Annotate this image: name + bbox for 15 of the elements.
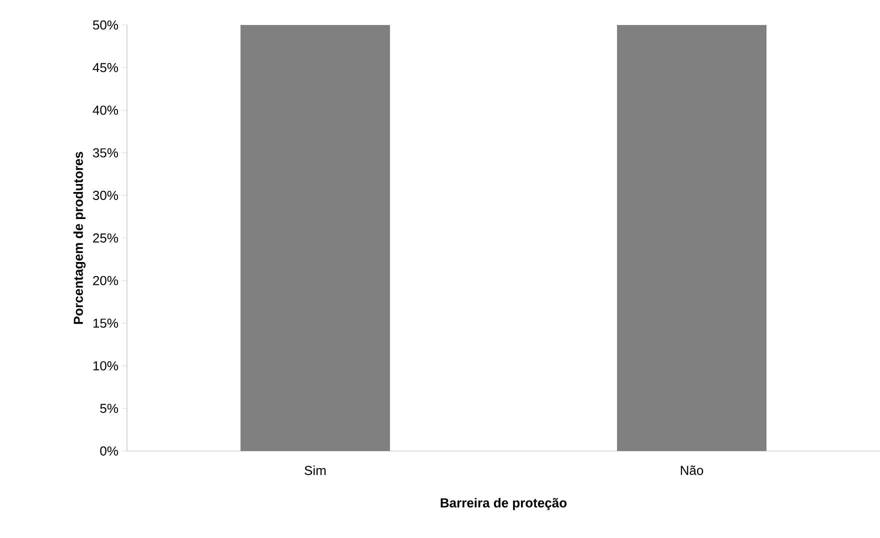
y-tick-label: 20% xyxy=(93,276,118,286)
y-tick-label: 15% xyxy=(93,318,118,328)
y-tick-label: 25% xyxy=(93,233,118,243)
x-axis-title: Barreira de proteção xyxy=(440,498,567,510)
y-tick-label: 35% xyxy=(92,148,118,158)
x-tick-label: Não xyxy=(680,466,704,475)
y-tick-label: 30% xyxy=(92,190,118,200)
y-tick-label: 10% xyxy=(93,361,118,370)
y-tick-label: 0% xyxy=(100,446,118,456)
y-axis-title: Porcentagem de produtores xyxy=(73,152,86,324)
y-tick-label: 5% xyxy=(100,404,118,413)
x-tick-label: Sim xyxy=(304,466,326,476)
y-tick-label: 45% xyxy=(92,63,118,72)
y-tick-label: 40% xyxy=(92,106,118,115)
y-tick-label: 50% xyxy=(92,20,118,30)
